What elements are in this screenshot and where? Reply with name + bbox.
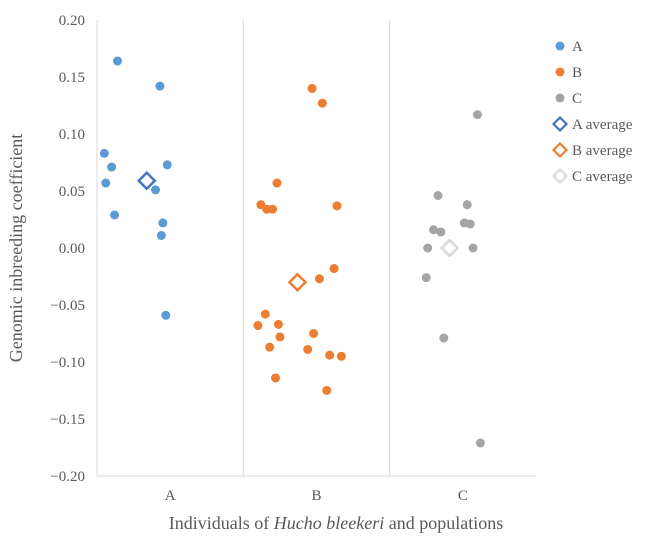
data-point-b <box>329 264 339 274</box>
data-point-c <box>468 243 478 253</box>
average-point-c-average <box>439 238 460 258</box>
average-point-b-average <box>287 272 308 292</box>
data-point-c <box>472 110 482 120</box>
x-axis-title-species: Hucho bleekeri <box>273 513 384 533</box>
data-point-b <box>303 344 313 354</box>
data-point-c <box>462 200 472 210</box>
data-point-b <box>273 319 283 329</box>
data-point-b <box>253 321 263 331</box>
data-point-a <box>162 160 172 170</box>
y-tick-label: 0.05 <box>59 184 85 200</box>
legend-label-b: B <box>572 65 582 81</box>
legend-label-a-average: A average <box>572 117 633 133</box>
x-category-label: B <box>311 488 321 504</box>
legend-marker-c <box>555 93 565 103</box>
data-point-b <box>336 351 346 361</box>
y-tick-label: −0.05 <box>50 298 85 314</box>
data-point-a <box>155 81 165 91</box>
data-point-c <box>439 333 449 343</box>
data-point-c <box>429 225 439 235</box>
x-axis-title: Individuals of Hucho bleekeri and popula… <box>169 513 503 533</box>
data-point-a <box>99 148 109 158</box>
y-tick-label: −0.10 <box>50 355 85 371</box>
legend-label-c: C <box>572 91 582 107</box>
y-tick-label: 0.20 <box>59 13 85 29</box>
data-point-a <box>158 218 168 228</box>
data-point-a <box>112 56 122 66</box>
y-tick-label: 0.15 <box>59 70 85 86</box>
average-point-a-average <box>136 170 157 191</box>
y-tick-label: 0.00 <box>59 241 85 257</box>
y-axis-title: Genomic inbreeding coefficient <box>6 134 26 363</box>
data-point-b <box>317 98 327 108</box>
data-point-c <box>433 191 443 201</box>
legend-marker-b-average <box>551 141 569 159</box>
x-category-labels: A B C <box>165 488 468 504</box>
legend-marker-b <box>555 67 565 77</box>
y-tick-label: −0.20 <box>50 469 85 485</box>
grid-layer <box>96 20 536 477</box>
data-point-b <box>307 83 317 93</box>
data-point-a <box>161 310 171 320</box>
data-point-b <box>271 373 281 383</box>
data-point-a <box>156 230 166 240</box>
legend-label-b-average: B average <box>572 143 633 159</box>
data-point-c <box>475 438 485 448</box>
data-point-b <box>322 386 332 395</box>
data-point-b <box>268 204 278 214</box>
legend-label-a: A <box>572 39 583 55</box>
data-point-b <box>272 178 282 188</box>
y-tick-labels: 0.20 0.15 0.10 0.05 0.00 −0.05 −0.10 −0.15 −0.20 <box>50 13 85 485</box>
x-category-label: C <box>458 488 468 504</box>
data-point-a <box>107 162 117 172</box>
data-point-c <box>465 219 475 229</box>
data-point-c <box>423 243 433 253</box>
x-axis-title-suffix: and populations <box>384 513 503 533</box>
data-point-b <box>265 342 275 352</box>
data-points <box>99 56 485 448</box>
legend-marker-a-average <box>551 115 569 133</box>
data-point-a <box>101 178 111 188</box>
x-category-label: A <box>165 488 176 504</box>
data-point-c <box>436 227 446 237</box>
data-point-b <box>325 350 335 360</box>
y-tick-label: 0.10 <box>59 127 85 143</box>
x-axis-title-prefix: Individuals of <box>169 513 274 533</box>
legend: ABC A average B average C average <box>551 39 633 185</box>
legend-marker-c-average <box>551 167 569 185</box>
y-tick-label: −0.15 <box>50 412 85 428</box>
data-point-b <box>314 274 324 284</box>
data-point-a <box>151 185 161 195</box>
legend-marker-a <box>555 41 565 51</box>
data-point-c <box>421 273 431 283</box>
data-point-b <box>260 309 270 319</box>
legend-label-c-average: C average <box>572 169 633 185</box>
data-point-a <box>110 210 120 220</box>
data-point-b <box>332 201 342 211</box>
data-point-b <box>275 332 285 342</box>
data-point-b <box>309 329 319 338</box>
